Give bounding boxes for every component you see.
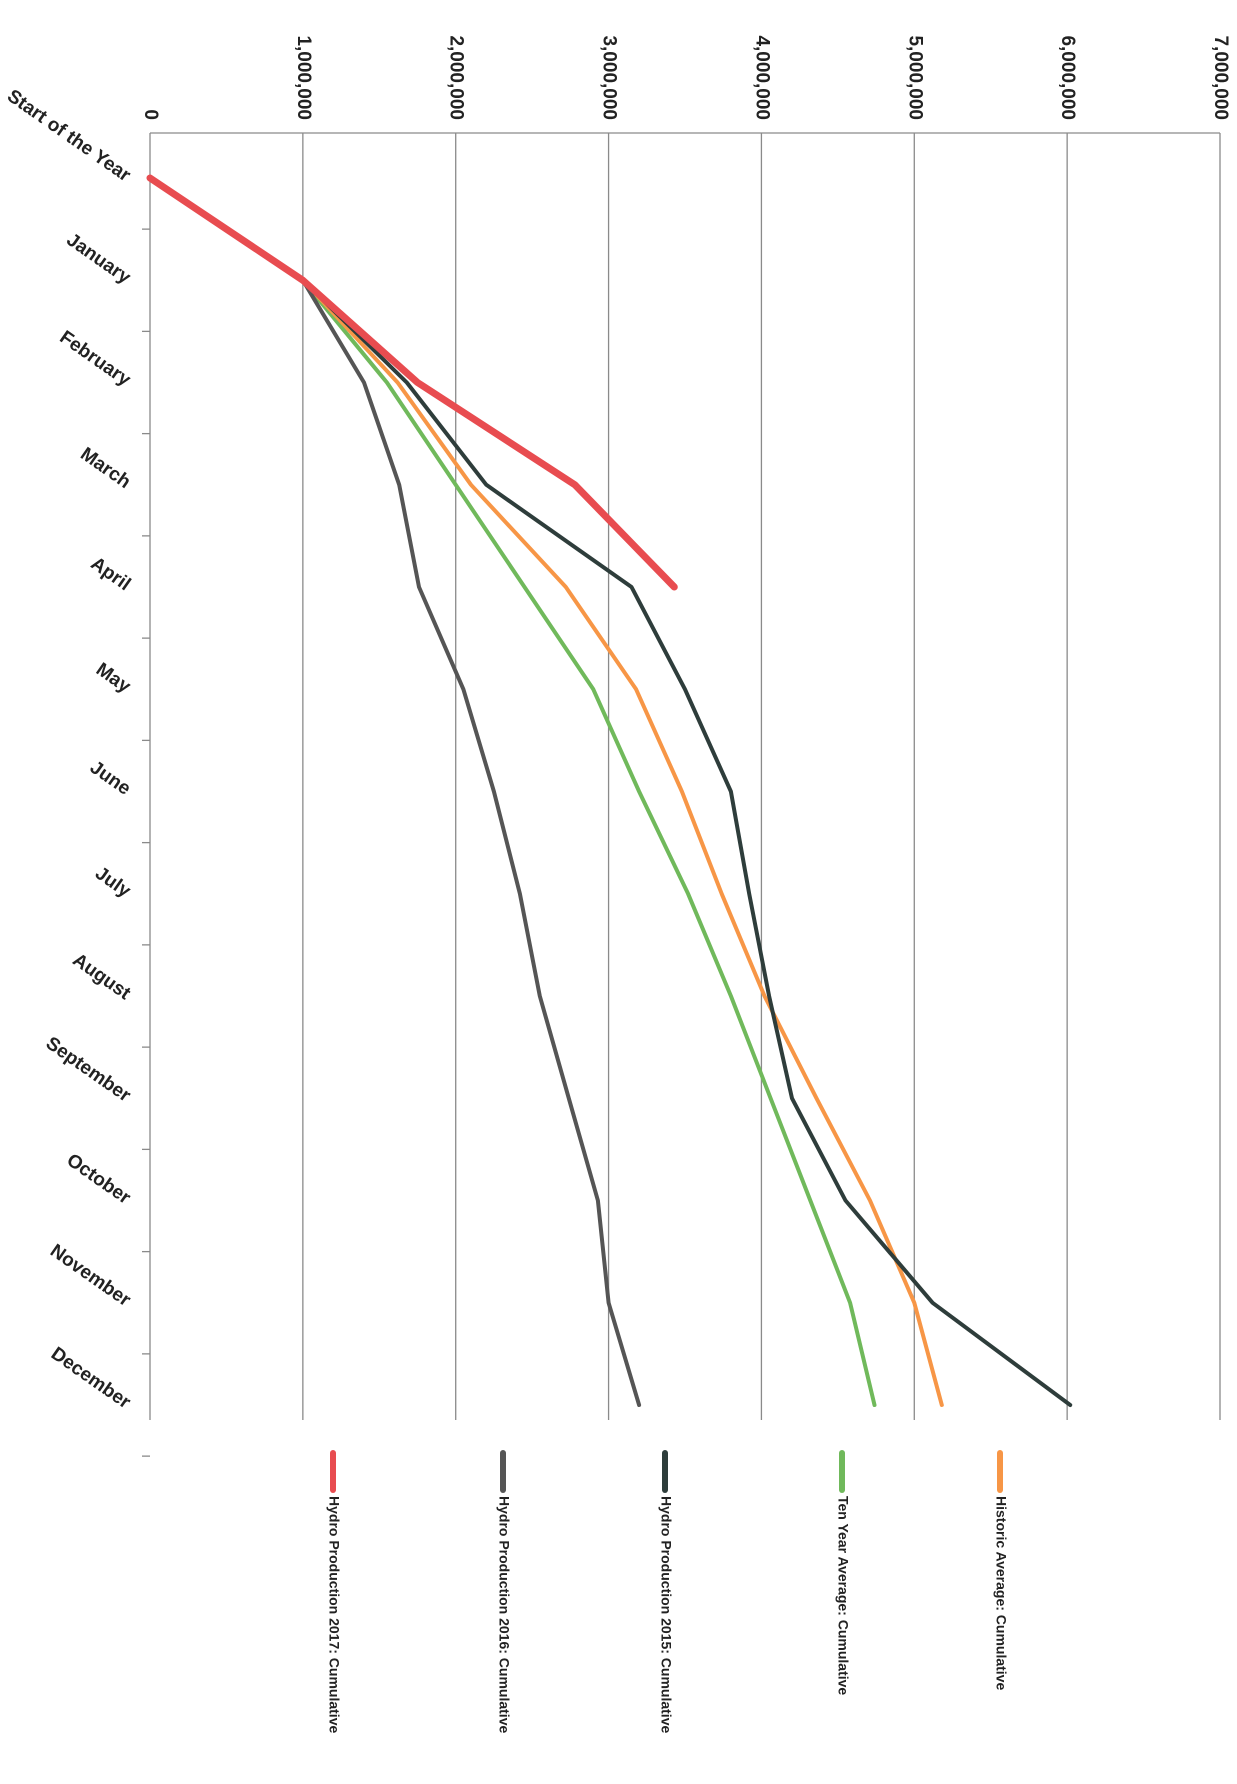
legend: Historic Average: Cumulative Ten Year Ave… bbox=[326, 1450, 1009, 1733]
category-label: April bbox=[87, 553, 134, 595]
category-label: February bbox=[56, 327, 135, 391]
category-label: June bbox=[86, 757, 134, 800]
category-label: September bbox=[42, 1033, 135, 1107]
category-label: Start of the Year bbox=[3, 86, 135, 187]
value-tick-label: 0 bbox=[140, 109, 161, 120]
value-tick-labels: 0 1,000,000 2,000,000 3,000,000 4,000,000 5,0… bbox=[140, 35, 1231, 120]
series-line-0 bbox=[148, 176, 944, 1407]
series-lines bbox=[146, 174, 1073, 1407]
legend-label-1: Ten Year Average: Cumulative bbox=[835, 1496, 851, 1695]
category-label: October bbox=[63, 1150, 135, 1209]
value-tick-label: 1,000,000 bbox=[293, 35, 314, 120]
category-label: July bbox=[91, 863, 135, 902]
legend-label-3: Hydro Production 2016: Cumulative bbox=[496, 1496, 512, 1733]
category-label: August bbox=[69, 949, 135, 1004]
value-tick-label: 3,000,000 bbox=[599, 35, 620, 120]
gridlines bbox=[150, 132, 1221, 1420]
category-label: November bbox=[46, 1240, 135, 1311]
category-label: May bbox=[92, 659, 135, 698]
value-tick-label: 6,000,000 bbox=[1057, 35, 1078, 120]
series-line-2 bbox=[148, 176, 1073, 1407]
legend-label-4: Hydro Production 2017: Cumulative bbox=[326, 1496, 342, 1733]
value-tick-label: 5,000,000 bbox=[904, 35, 925, 120]
legend-label-2: Hydro Production 2015: Cumulative bbox=[658, 1496, 674, 1733]
value-tick-label: 4,000,000 bbox=[751, 35, 772, 120]
series-line-1 bbox=[148, 176, 877, 1407]
category-label: March bbox=[76, 444, 134, 493]
category-label: December bbox=[47, 1343, 135, 1413]
legend-label-0: Historic Average: Cumulative bbox=[993, 1496, 1009, 1690]
category-ticks bbox=[142, 228, 150, 1457]
value-tick-label: 7,000,000 bbox=[1210, 35, 1231, 120]
category-labels: Start of the Year January February March Apr… bbox=[3, 86, 135, 1414]
category-label: January bbox=[63, 229, 135, 288]
series-line-4 bbox=[146, 174, 678, 591]
value-tick-label: 2,000,000 bbox=[446, 35, 467, 120]
series-line-3 bbox=[148, 176, 642, 1407]
